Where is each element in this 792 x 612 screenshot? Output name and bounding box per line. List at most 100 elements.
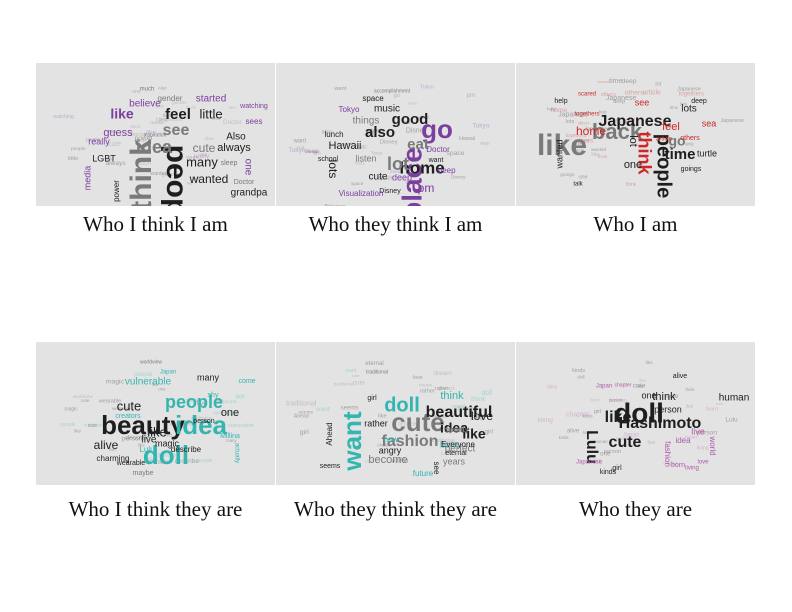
cloud-word: person <box>654 404 682 414</box>
cloud-filler-word: article <box>643 89 662 96</box>
cloud-filler-word: cute <box>666 393 679 400</box>
cloud-filler-word: magic <box>64 406 78 412</box>
cloud-word: lot <box>387 154 409 174</box>
cloud-word: LGBT <box>92 153 116 163</box>
cloud-word: angry <box>379 445 402 455</box>
cloud-word: kinds <box>600 469 617 476</box>
cloud-word: Hashimoto <box>619 415 702 432</box>
cloud-filler-word: idea <box>199 152 208 157</box>
cloud-word: Tokyo <box>339 105 360 114</box>
cloud-word: power <box>112 180 121 202</box>
cloud-word: Japanese <box>576 460 603 466</box>
cloud-filler-word: Disney <box>406 127 428 134</box>
cloud-filler-word: become <box>398 422 417 428</box>
cloud-filler-word: live <box>640 378 647 383</box>
cloud-word: alive <box>673 373 688 380</box>
cloud-word: worldview <box>140 359 162 365</box>
cloud-filler-word: eat <box>297 145 305 151</box>
cloud-word: good <box>392 111 429 128</box>
cloud-filler-word: Tokyo <box>472 122 490 129</box>
cloud-word: go <box>668 133 685 149</box>
cloud-word: Doctor <box>234 179 255 186</box>
cloud-word: become <box>368 454 407 466</box>
cloud-filler-word: traditional <box>286 401 317 408</box>
cloud-filler-word: doll <box>482 390 493 397</box>
cloud-filler-word: school <box>365 128 381 134</box>
cloud-filler-word: deep <box>480 141 490 146</box>
cloud-word: doll <box>614 397 664 428</box>
cloud-word: Japan <box>596 384 612 390</box>
cloud-word: born <box>671 462 685 469</box>
cloud-word: girl <box>367 395 377 402</box>
cloud-filler-word: deep <box>613 99 625 105</box>
cloud-filler-word: worldview <box>191 416 213 422</box>
cloud-word: deep <box>691 98 707 105</box>
cloud-filler-word: Japan <box>684 435 698 441</box>
cloud-word: want <box>428 157 444 164</box>
cloud-word: one <box>641 390 656 400</box>
cloud-filler-word: people <box>197 458 212 464</box>
cloud-filler-word: future <box>441 451 453 456</box>
cloud-filler-word: fashion <box>609 398 627 404</box>
cloud-word: help <box>554 98 567 105</box>
cloud-filler-word: kinds <box>559 435 569 440</box>
cloud-filler-word: love <box>716 401 724 406</box>
cloud-word: cute <box>609 434 642 451</box>
cloud-filler-word: feel <box>163 113 170 118</box>
cloud-word: see <box>635 97 650 107</box>
cloud-word: listen <box>355 153 376 163</box>
cloud-word: go <box>421 114 453 144</box>
cloud-filler-word: future <box>457 406 474 413</box>
cloud-filler-word: person <box>609 398 623 403</box>
cloud-filler-word: traditional <box>432 438 455 444</box>
cloud-filler-word: chapter <box>663 461 677 466</box>
cloud-filler-word: lot <box>655 81 661 87</box>
cloud-filler-word: gender <box>161 172 179 178</box>
cloud-filler-word: girl <box>485 428 493 435</box>
cloud-word: perfect <box>445 444 476 455</box>
cloud-filler-word: home <box>551 107 568 114</box>
cloud-filler-word: Japanese <box>606 95 636 102</box>
cloud-filler-word: eat <box>355 159 364 166</box>
cloud-word: charming <box>97 454 130 463</box>
word-cloud-panel-1: gender see always idea cute Doctor Doctor media… <box>36 63 275 206</box>
cloud-filler-word: gender <box>172 100 188 106</box>
cloud-filler-word: cute <box>88 423 98 429</box>
word-cloud-1: genderseealwaysideacuteDoctorDoctormedia… <box>53 85 267 206</box>
cloud-filler-word: one <box>158 387 166 392</box>
cloud-filler-word: eternal <box>365 361 383 367</box>
cloud-filler-word: Ahead <box>294 414 309 420</box>
cloud-word: see <box>432 462 441 475</box>
cloud-filler-word: little <box>68 156 79 162</box>
cloud-word: wearable <box>116 460 146 467</box>
cloud-filler-word: cute <box>633 383 646 390</box>
cloud-word: many <box>186 154 218 169</box>
cloud-filler-word: really <box>194 153 210 160</box>
cloud-word: lunch <box>324 130 343 139</box>
cloud-filler-word: Ahead <box>392 459 409 465</box>
cloud-word: vulnerable <box>125 377 172 388</box>
cloud-filler-word: go <box>394 93 400 99</box>
cloud-filler-word: Doctor <box>130 132 147 138</box>
cloud-filler-word: pm <box>313 150 320 156</box>
cloud-filler-word: seems <box>341 405 359 412</box>
cloud-filler-word: togethers <box>566 133 587 139</box>
cloud-filler-word: space <box>446 150 464 157</box>
cloud-filler-word: school <box>417 115 429 120</box>
cloud-word: space <box>362 94 384 103</box>
cloud-filler-word: live <box>164 432 172 438</box>
cloud-filler-word: live <box>217 398 224 403</box>
cloud-filler-word: time <box>609 78 622 85</box>
cloud-filler-word: watching <box>53 114 74 120</box>
cloud-filler-word: live <box>109 447 116 452</box>
cloud-word: idea <box>675 436 691 445</box>
cloud-filler-word: scared <box>597 79 609 84</box>
cloud-filler-word: idea <box>155 103 164 108</box>
cloud-filler-word: Ahead <box>433 414 447 419</box>
cloud-word: one <box>221 407 239 419</box>
cloud-word: magic <box>155 438 180 448</box>
cloud-filler-word: see <box>398 456 406 461</box>
cloud-word: Pokemon <box>324 204 345 206</box>
cloud-word: human <box>719 393 750 404</box>
